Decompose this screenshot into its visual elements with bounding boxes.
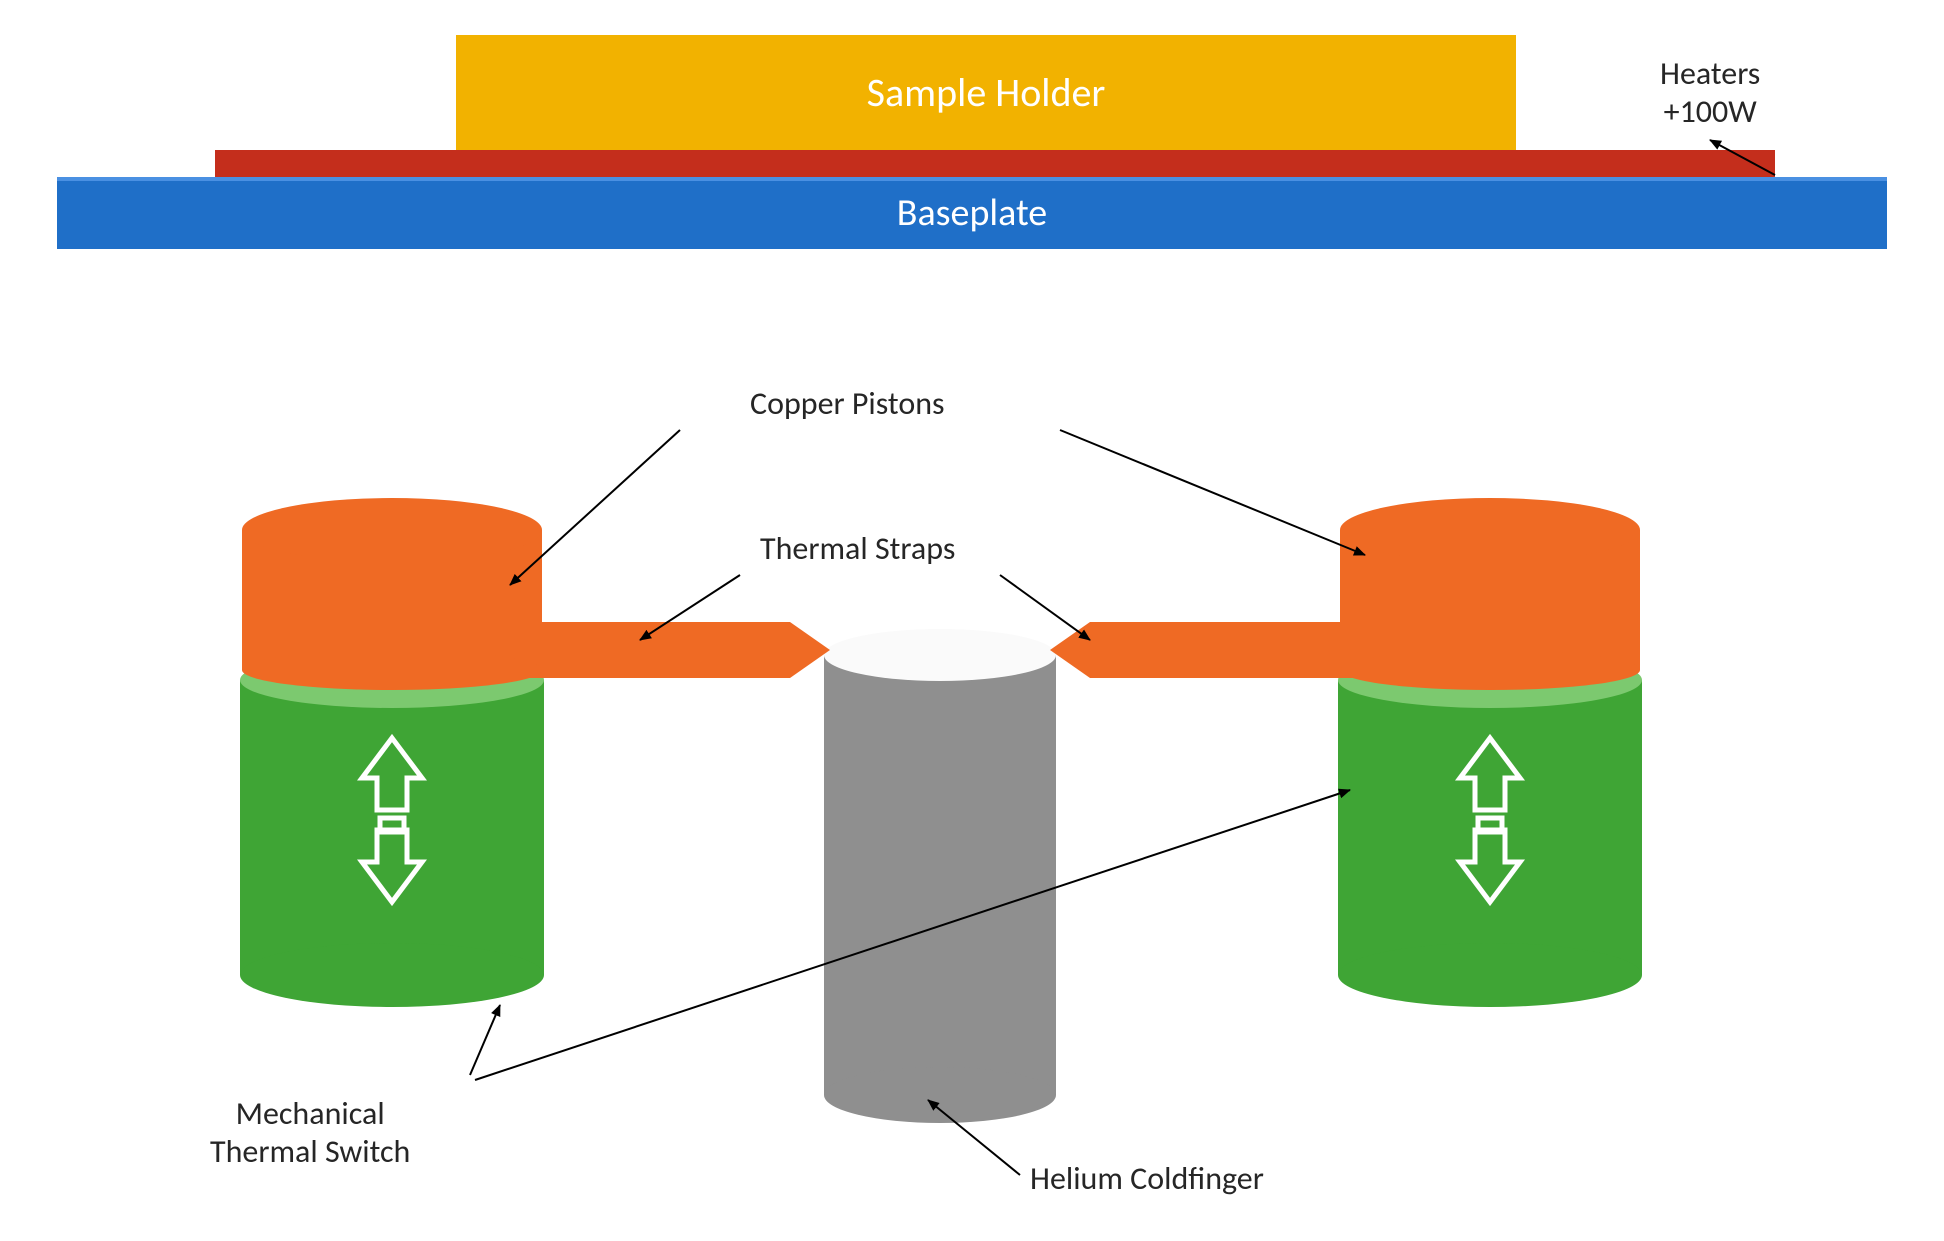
arrow-heaters bbox=[1710, 140, 1775, 175]
sample-holder-label: Sample Holder bbox=[456, 35, 1516, 150]
leader-arrows bbox=[470, 140, 1775, 1175]
strap-left bbox=[502, 622, 830, 678]
arrow-copper-piston-left bbox=[510, 430, 680, 585]
arrow-coldfinger bbox=[928, 1100, 1020, 1175]
switch-left-arrows-icon bbox=[362, 738, 422, 902]
mech-switch-label-line2: Thermal Switch bbox=[210, 1133, 410, 1171]
heaters-label-line2: +100W bbox=[1660, 93, 1760, 131]
coldfinger bbox=[824, 629, 1056, 1123]
copper-pistons-label: Copper Pistons bbox=[750, 385, 945, 423]
arrow-mech-switch-left bbox=[470, 1005, 500, 1075]
arrow-thermal-strap-right bbox=[1000, 575, 1090, 640]
sample-holder-label-text: Sample Holder bbox=[867, 68, 1106, 117]
mech-switch-label: Mechanical Thermal Switch bbox=[210, 1095, 410, 1172]
heaters-label-line1: Heaters bbox=[1660, 55, 1760, 93]
heaters-label: Heaters +100W bbox=[1660, 55, 1760, 132]
switch-right-arrows-icon bbox=[1460, 738, 1520, 902]
diagram-root: Sample Holder Baseplate Heaters +100W Co… bbox=[0, 0, 1944, 1241]
mech-switch-label-line1: Mechanical bbox=[210, 1095, 410, 1133]
arrow-copper-piston-right bbox=[1060, 430, 1365, 555]
baseplate-label: Baseplate bbox=[57, 177, 1887, 249]
coldfinger-label: Helium Coldfinger bbox=[1030, 1160, 1264, 1198]
baseplate-label-text: Baseplate bbox=[897, 190, 1047, 236]
switch-left bbox=[240, 652, 544, 1007]
arrow-thermal-strap-left bbox=[640, 575, 740, 640]
strap-right bbox=[1050, 622, 1380, 678]
heater-rect bbox=[215, 150, 1775, 177]
thermal-straps-label: Thermal Straps bbox=[760, 530, 955, 568]
piston-left bbox=[242, 498, 542, 690]
switch-right bbox=[1338, 652, 1642, 1007]
arrow-mech-switch-right bbox=[475, 790, 1350, 1080]
piston-right bbox=[1340, 498, 1640, 690]
